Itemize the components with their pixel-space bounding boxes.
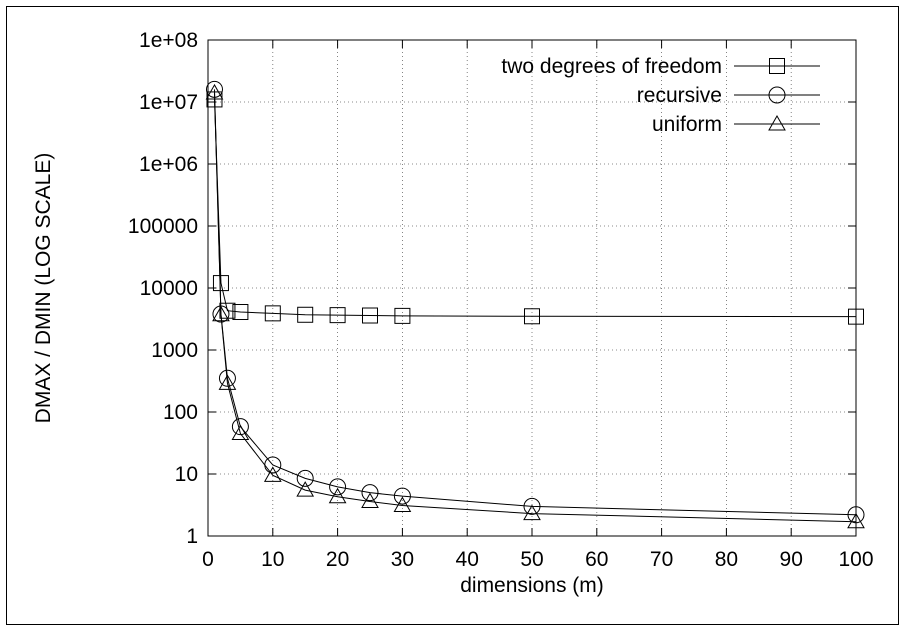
data-point-circle [218,369,236,387]
data-point-square [212,275,229,292]
y-tick-label: 10000 [140,277,198,300]
data-point-circle [393,487,411,505]
data-point-circle [231,418,249,436]
grid-lines [208,40,856,536]
data-point-circle [361,484,379,502]
data-point-square [394,307,411,324]
data-point-triangle [393,496,412,513]
data-point-triangle [212,305,230,322]
axis-ticks: 0 10 20 30 40 50 60 70 80 90 100110100100010000100… [128,29,874,571]
x-tick-label: 0 [202,548,214,571]
x-tick-label: 30 [391,548,414,571]
data-point-triangle [328,487,347,504]
data-point-triangle [296,481,315,497]
data-point-circle [523,497,541,515]
x-tick-label: 50 [520,548,543,571]
legend-label: uniform [652,113,722,136]
y-tick-label: 1 [186,525,198,548]
x-tick-label: 20 [326,548,349,571]
y-tick-label: 1e+06 [139,153,198,176]
y-tick-label: 1e+08 [139,29,198,52]
data-point-square [264,305,281,322]
x-tick-label: 80 [715,548,738,571]
data-point-square [524,308,540,325]
data-point-square [362,307,378,324]
legend: two degrees of freedom recursive uniform [501,55,820,136]
series-line-triangle [213,92,857,523]
data-point-triangle [231,424,250,441]
data-point-circle [205,80,223,98]
series-line-square [213,99,857,318]
series-markers [205,80,865,529]
data-point-triangle [263,466,282,482]
y-tick-label: 10 [175,463,198,486]
x-tick-label: 60 [585,548,608,571]
y-tick-label: 1000 [151,339,198,362]
x-tick-label: 40 [456,548,479,571]
legend-marker-square [769,58,785,74]
x-tick-label: 10 [261,548,284,571]
series-lines [213,89,857,523]
x-tick-label: 100 [838,548,873,571]
x-axis-label: dimensions (m) [460,574,604,597]
data-point-square [232,304,249,321]
data-point-square [297,306,314,323]
data-point-triangle [205,83,224,100]
data-point-triangle [361,492,379,509]
legend-marker-circle [768,86,786,104]
series-line-circle [213,89,857,516]
x-tick-label: 70 [650,548,673,571]
y-tick-label: 1e+07 [139,91,198,114]
data-point-triangle [218,374,237,390]
y-tick-label: 100000 [128,215,198,238]
y-tick-label: 100 [163,401,198,424]
legend-marker-triangle [768,114,786,131]
legend-label: recursive [637,84,722,107]
data-point-square [329,307,346,324]
data-point-circle [329,478,347,496]
data-point-circle [296,469,314,487]
data-point-triangle [523,504,541,521]
x-tick-label: 90 [780,548,803,571]
legend-label: two degrees of freedom [501,55,722,78]
chart-frame [6,6,899,625]
data-point-circle [264,456,282,474]
y-axis-label: DMAX / DMIN (LOG SCALE) [32,153,55,424]
